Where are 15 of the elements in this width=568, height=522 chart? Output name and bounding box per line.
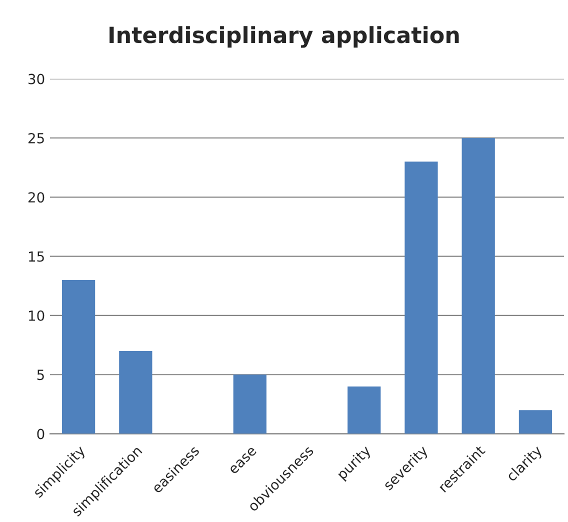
bar <box>233 374 266 434</box>
bar <box>348 386 381 434</box>
y-tick-label: 25 <box>28 132 44 144</box>
y-tick-label: 30 <box>28 74 44 84</box>
y-tick-label: 0 <box>37 428 44 440</box>
y-tick-label: 15 <box>28 251 44 262</box>
bar <box>462 138 495 434</box>
bar <box>62 280 96 434</box>
y-tick-label: 20 <box>28 192 44 203</box>
y-tick-label: 5 <box>37 370 44 380</box>
y-tick-label: 10 <box>28 310 44 321</box>
bar <box>404 162 438 434</box>
chart-title: Interdisciplinary application <box>110 26 459 48</box>
bar <box>119 350 152 434</box>
bar <box>518 410 552 434</box>
